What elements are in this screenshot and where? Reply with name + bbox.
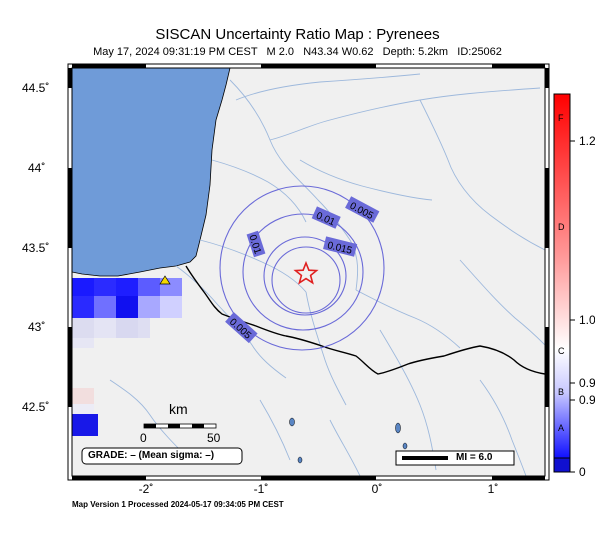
scale-tick: 0 — [140, 431, 147, 445]
colorbar — [553, 93, 575, 473]
uncertainty-contours — [219, 185, 385, 351]
map-frame — [67, 63, 550, 481]
colorbar-grade: B — [558, 387, 565, 397]
epicenter-star-icon — [293, 260, 319, 285]
station-triangle-icon — [159, 275, 171, 285]
colorbar-tick: 0.9 — [579, 376, 595, 390]
lon-label: 0˚ — [371, 482, 383, 496]
colorbar-grade: D — [558, 222, 565, 232]
colorbar-grade: F — [558, 113, 564, 123]
rivers — [109, 73, 545, 476]
lon-label: 1˚ — [487, 482, 499, 496]
colorbar-grade: A — [558, 423, 565, 433]
mi-text: MI = 6.0 — [456, 452, 493, 463]
scale-tick: 50 — [207, 431, 221, 445]
map-title: SISCAN Uncertainty Ratio Map : Pyrenees — [155, 26, 440, 43]
colorbar-grade: C — [558, 346, 565, 356]
lat-label: 43.5˚ — [22, 241, 50, 255]
colorbar-tick: 1.2 — [579, 134, 595, 148]
lat-label: 44˚ — [28, 161, 46, 175]
scale-unit: km — [169, 401, 188, 417]
grade-text: GRADE: – (Mean sigma: –) — [88, 450, 215, 461]
mi-box — [395, 450, 515, 466]
lat-label: 43˚ — [28, 320, 46, 334]
colorbar-tick: 0.9 — [579, 393, 595, 407]
ocean-area — [72, 68, 231, 277]
lon-label: -1˚ — [253, 482, 269, 496]
colorbar-tick: 0 — [579, 465, 586, 479]
uncertainty-grid — [72, 278, 182, 436]
colorbar-tick: 1.0 — [579, 313, 595, 327]
event-info: May 17, 2024 09:31:19 PM CEST M 2.0 N43.… — [93, 46, 502, 58]
grade-box — [81, 447, 243, 465]
lakes — [289, 417, 408, 464]
processing-footer: Map Version 1 Processed 2024-05-17 09:34… — [72, 500, 284, 509]
scale-bar — [143, 423, 217, 429]
lat-label: 42.5˚ — [22, 400, 50, 414]
national-border — [185, 265, 545, 375]
lon-label: -2˚ — [138, 482, 154, 496]
lat-label: 44.5˚ — [22, 81, 50, 95]
